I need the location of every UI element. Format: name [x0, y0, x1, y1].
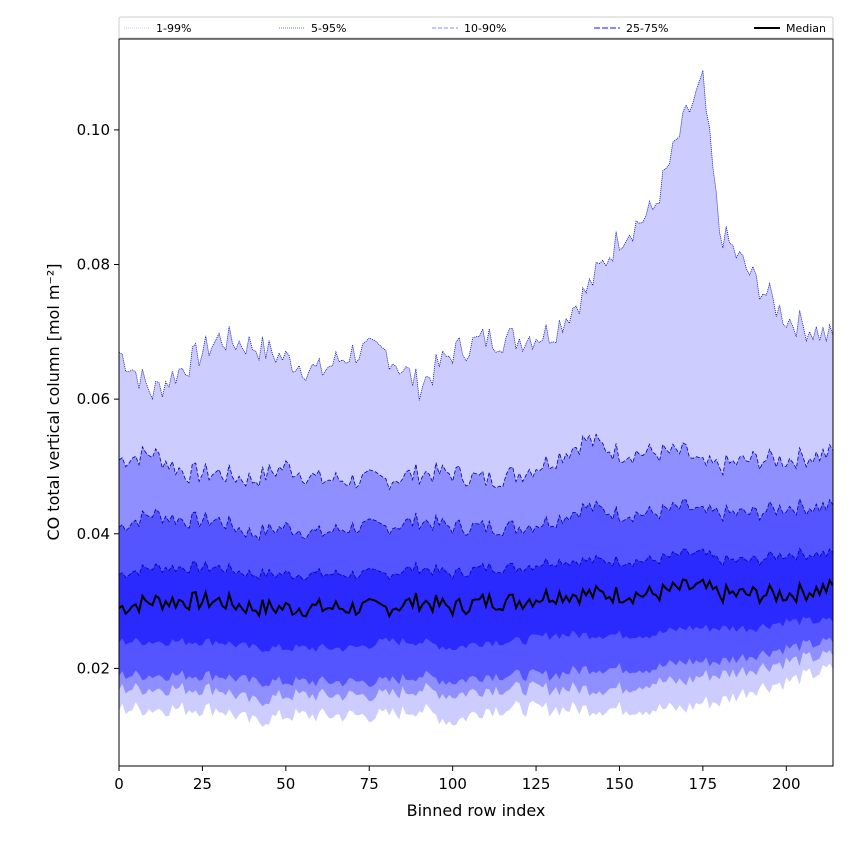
y-tick-label: 0.04	[77, 525, 110, 543]
legend-label-5-95: 5-95%	[311, 22, 346, 35]
band-1-99-upper-line	[119, 70, 833, 401]
legend-label-25-75: 25-75%	[626, 22, 668, 35]
legend-box	[118, 16, 834, 39]
x-axis-label: Binned row index	[407, 801, 546, 820]
x-tick-label: 0	[114, 775, 124, 793]
x-tick-label: 125	[522, 775, 551, 793]
x-tick-label: 150	[605, 775, 634, 793]
x-tick-label: 75	[360, 775, 379, 793]
band-10-90-upper-line	[119, 497, 833, 541]
plot-area	[119, 70, 833, 727]
band-25-75-upper-line	[119, 547, 833, 581]
x-tick-label: 100	[438, 775, 467, 793]
x-tick-label: 25	[193, 775, 212, 793]
y-axis: 0.02 0.04 0.06 0.08 0.10	[77, 121, 119, 677]
y-axis-label: CO total vertical column [mol m⁻²]	[44, 263, 63, 540]
median-line	[119, 577, 833, 619]
x-axis: 0 25 50 75 100 125 150 175 200	[114, 766, 801, 793]
y-tick-label: 0.02	[77, 659, 110, 677]
legend-label-1-99: 1-99%	[156, 22, 191, 35]
plot-frame	[118, 38, 834, 767]
x-tick-label: 175	[689, 775, 718, 793]
y-tick-label: 0.06	[77, 390, 110, 408]
x-tick-label: 50	[276, 775, 295, 793]
y-tick-label: 0.10	[77, 121, 110, 139]
band-5-95-upper-line	[119, 433, 833, 491]
y-tick-label: 0.08	[77, 256, 110, 274]
legend-label-median: Median	[786, 22, 826, 35]
x-tick-label: 200	[772, 775, 801, 793]
legend: 1-99% 5-95% 10-90% 25-75% Median	[118, 16, 834, 39]
legend-label-10-90: 10-90%	[464, 22, 506, 35]
